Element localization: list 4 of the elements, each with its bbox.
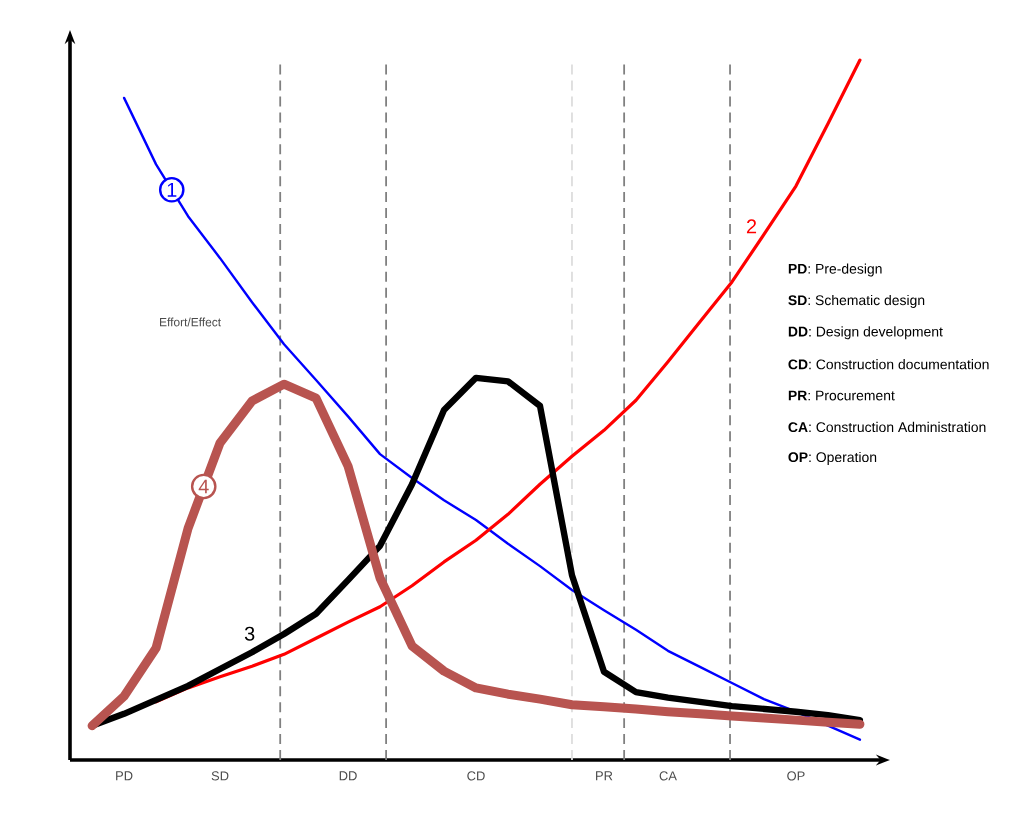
- series-label: 3: [244, 626, 255, 641]
- series-label: 1: [167, 182, 177, 197]
- series-label: 4: [198, 479, 209, 494]
- series-label: 2: [746, 219, 757, 234]
